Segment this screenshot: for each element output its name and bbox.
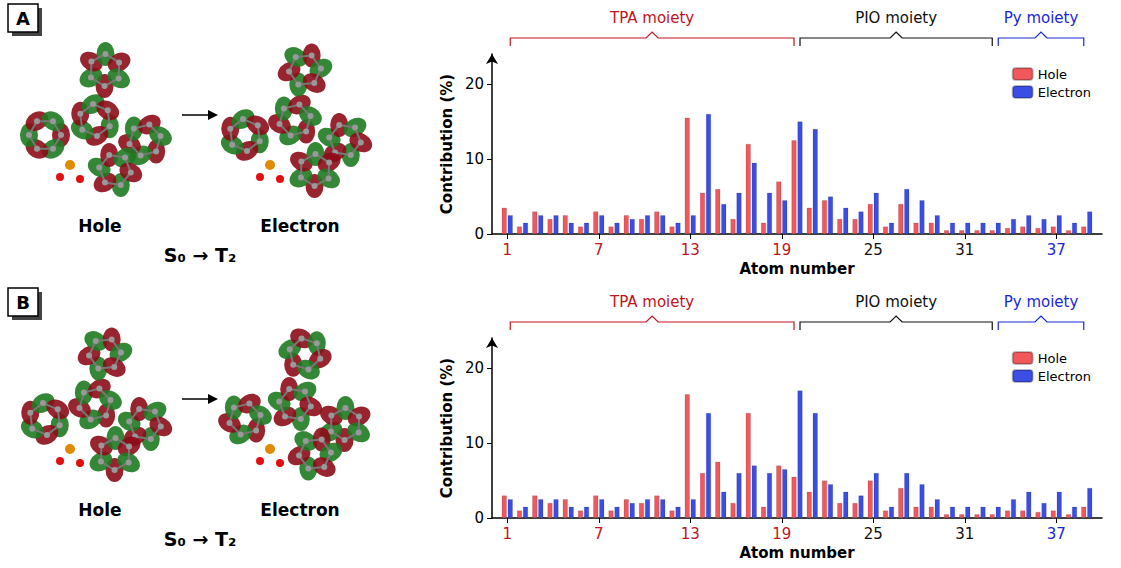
svg-text:Electron: Electron: [260, 500, 339, 520]
svg-text:Electron: Electron: [1038, 369, 1091, 384]
svg-text:20: 20: [465, 75, 484, 93]
svg-text:0: 0: [474, 225, 484, 243]
svg-text:31: 31: [955, 525, 974, 543]
svg-text:1: 1: [502, 525, 512, 543]
svg-text:20: 20: [465, 359, 484, 377]
svg-text:Hole: Hole: [78, 216, 121, 236]
svg-text:Py moiety: Py moiety: [1004, 293, 1079, 311]
svg-text:S₀ → T₂: S₀ → T₂: [164, 244, 236, 266]
svg-text:Contribution (%): Contribution (%): [438, 74, 456, 214]
svg-text:37: 37: [1047, 241, 1066, 259]
svg-text:B: B: [16, 292, 30, 313]
svg-text:13: 13: [681, 241, 700, 259]
svg-text:7: 7: [594, 525, 604, 543]
svg-text:Py moiety: Py moiety: [1004, 9, 1079, 27]
svg-text:TPA moiety: TPA moiety: [609, 293, 694, 311]
svg-text:37: 37: [1047, 525, 1066, 543]
svg-text:A: A: [16, 8, 30, 29]
svg-text:31: 31: [955, 241, 974, 259]
svg-text:Atom number: Atom number: [739, 544, 855, 562]
svg-text:PIO moiety: PIO moiety: [855, 293, 937, 311]
svg-text:7: 7: [594, 241, 604, 259]
svg-text:1: 1: [502, 241, 512, 259]
svg-text:PIO moiety: PIO moiety: [855, 9, 937, 27]
svg-text:13: 13: [681, 525, 700, 543]
svg-text:10: 10: [465, 150, 484, 168]
svg-text:19: 19: [772, 525, 791, 543]
svg-text:0: 0: [474, 509, 484, 527]
svg-text:Hole: Hole: [1038, 67, 1067, 82]
svg-text:25: 25: [864, 241, 883, 259]
svg-text:19: 19: [772, 241, 791, 259]
svg-text:Hole: Hole: [78, 500, 121, 520]
svg-text:Electron: Electron: [1038, 85, 1091, 100]
svg-text:S₀ → T₂: S₀ → T₂: [164, 528, 236, 550]
svg-text:Contribution (%): Contribution (%): [438, 358, 456, 498]
svg-text:25: 25: [864, 525, 883, 543]
svg-text:Atom number: Atom number: [739, 260, 855, 278]
svg-text:Hole: Hole: [1038, 351, 1067, 366]
svg-text:Electron: Electron: [260, 216, 339, 236]
svg-text:10: 10: [465, 434, 484, 452]
svg-text:TPA moiety: TPA moiety: [609, 9, 694, 27]
